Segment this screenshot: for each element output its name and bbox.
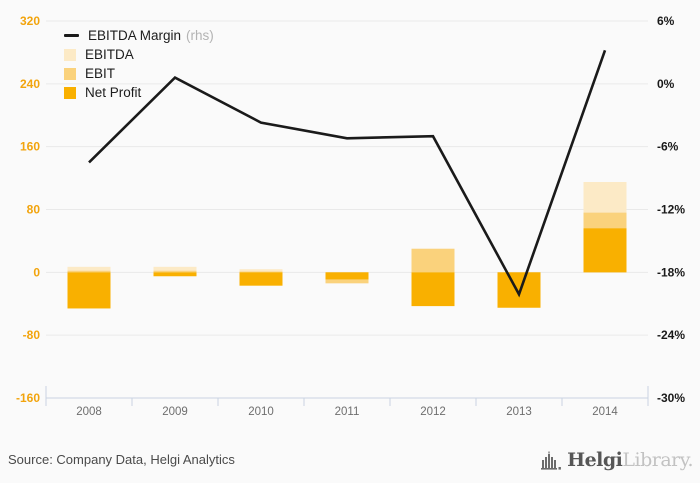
bar-ebit-2012: [411, 248, 455, 273]
logo-text-library: Library.: [622, 449, 693, 471]
left-axis-label: 240: [20, 77, 40, 91]
right-axis-label: 6%: [657, 14, 675, 28]
left-axis-label: -80: [23, 328, 41, 342]
ebitda-margin-line: [88, 49, 607, 298]
right-axis-label: -6%: [657, 140, 679, 154]
x-axis-category-label: 2008: [76, 406, 102, 418]
legend-label: Net Profit: [85, 85, 142, 100]
source-attribution: Source: Company Data, Helgi Analytics: [8, 452, 235, 467]
left-axis-label: 320: [20, 14, 40, 28]
legend-item-ebitda: EBITDA: [64, 45, 214, 64]
right-axis-label: -18%: [657, 265, 685, 279]
x-axis-category-label: 2013: [506, 406, 532, 418]
right-axis-label: -12%: [657, 203, 685, 217]
helgi-library-logo: Helgi Library.: [540, 447, 693, 473]
left-axis-label: 80: [27, 203, 41, 217]
right-axis-label: 0%: [657, 77, 675, 91]
legend-note-rhs: (rhs): [186, 28, 214, 43]
right-axis-label: -24%: [657, 328, 685, 342]
bar-net-profit-2008: [67, 272, 111, 309]
x-axis-category-label: 2010: [248, 406, 274, 418]
helgi-library-logo-icon: [541, 451, 562, 470]
x-axis-category-label: 2014: [592, 406, 618, 418]
chart-legend: EBITDA Margin (rhs) EBITDA EBIT Net Prof…: [64, 26, 214, 102]
bar-net-profit-2010: [239, 272, 283, 286]
ebitda-swatch-icon: [64, 48, 76, 61]
legend-item-ebitda-margin: EBITDA Margin (rhs): [64, 26, 214, 45]
net-profit-swatch-icon: [64, 86, 76, 99]
x-axis-category-label: 2009: [162, 406, 188, 418]
left-axis-label: 0: [33, 265, 40, 279]
x-axis-category-label: 2011: [335, 406, 360, 418]
bar-net-profit-2011: [325, 272, 369, 280]
legend-item-net-profit: Net Profit: [64, 83, 214, 102]
left-axis-label: 160: [20, 140, 40, 154]
x-axis-category-label: 2012: [420, 406, 446, 418]
bar-ebit-2008: [67, 270, 111, 273]
logo-text-helgi: Helgi: [567, 449, 623, 471]
bar-ebitda-2010: [239, 269, 283, 273]
left-axis-label: -160: [16, 391, 40, 405]
bar-net-profit-2014: [583, 228, 627, 273]
bar-net-profit-2012: [411, 272, 455, 307]
bar-ebit-2010: [239, 271, 283, 273]
bar-net-profit-2009: [153, 272, 197, 277]
bar-ebitda-2009: [153, 266, 197, 273]
bar-net-profit-2013: [497, 272, 541, 308]
line-swatch-icon: [64, 34, 79, 37]
legend-label: EBITDA Margin: [88, 28, 182, 43]
right-axis-label: -30%: [657, 391, 685, 405]
chart-canvas: 320 240 160 80 0 -80 -160 6% 0% -6% -12% -18% -24% -3…: [16, 14, 685, 418]
legend-label: EBIT: [85, 66, 116, 81]
legend-item-ebit: EBIT: [64, 64, 214, 83]
chart-footer: Source: Company Data, Helgi Analytics He…: [0, 440, 700, 483]
bar-ebit-2009: [153, 270, 197, 273]
legend-label: EBITDA: [85, 47, 134, 62]
ebit-swatch-icon: [64, 67, 76, 80]
bar-ebitda-2008: [67, 266, 111, 273]
